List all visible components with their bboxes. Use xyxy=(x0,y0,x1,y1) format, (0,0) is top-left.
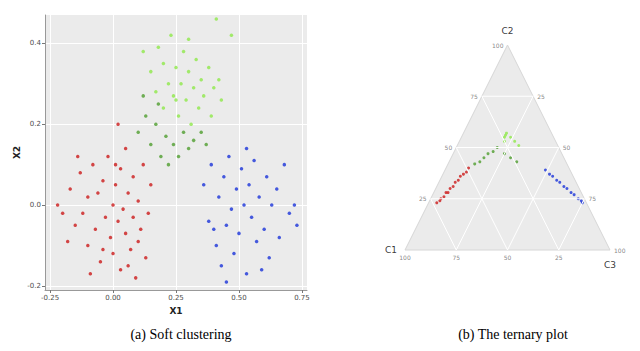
svg-text:0.75: 0.75 xyxy=(294,294,310,302)
svg-text:0.0: 0.0 xyxy=(30,201,41,209)
svg-text:(a) Soft clustering: (a) Soft clustering xyxy=(130,327,231,343)
svg-text:25: 25 xyxy=(419,195,427,202)
svg-text:50: 50 xyxy=(504,254,512,261)
svg-text:(b) The ternary plot: (b) The ternary plot xyxy=(458,327,568,343)
svg-text:0.2: 0.2 xyxy=(30,120,41,128)
svg-text:25: 25 xyxy=(555,254,563,261)
svg-text:C2: C2 xyxy=(501,26,513,36)
svg-text:-0.25: -0.25 xyxy=(41,294,59,302)
svg-text:C1: C1 xyxy=(385,245,397,255)
svg-text:75: 75 xyxy=(470,93,478,100)
svg-text:C3: C3 xyxy=(604,260,616,270)
svg-text:75: 75 xyxy=(588,195,596,202)
svg-text:0.00: 0.00 xyxy=(105,294,121,302)
svg-text:50: 50 xyxy=(445,144,453,151)
svg-text:50: 50 xyxy=(563,144,571,151)
svg-text:0.50: 0.50 xyxy=(231,294,247,302)
svg-text:100: 100 xyxy=(492,42,504,49)
svg-text:75: 75 xyxy=(452,254,460,261)
svg-text:0.4: 0.4 xyxy=(30,39,42,47)
svg-text:X2: X2 xyxy=(12,146,22,159)
svg-text:100: 100 xyxy=(614,247,626,254)
svg-text:0.25: 0.25 xyxy=(168,294,184,302)
svg-text:100: 100 xyxy=(399,254,411,261)
svg-text:X1: X1 xyxy=(169,306,182,316)
svg-text:-0.2: -0.2 xyxy=(27,282,41,290)
svg-text:25: 25 xyxy=(537,93,545,100)
